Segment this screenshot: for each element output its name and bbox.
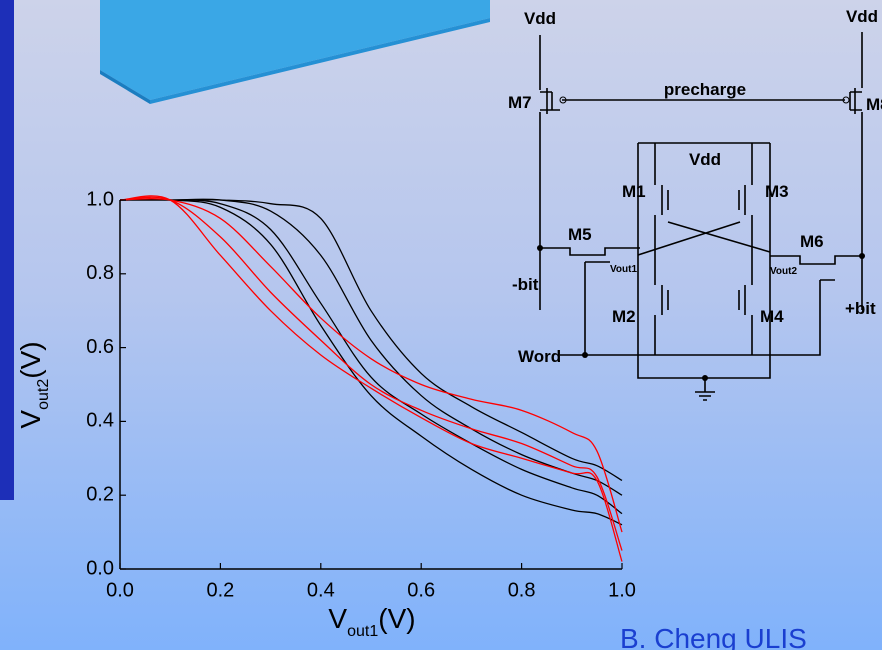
- device-block: [100, 0, 490, 104]
- curve: [119, 199, 623, 515]
- y-tick-label: 1.0: [86, 188, 114, 210]
- x-axis-label-main: V: [328, 603, 347, 634]
- x-tick-label: 0.6: [407, 579, 435, 601]
- wordline-label: Word: [518, 347, 561, 366]
- plot: [119, 195, 623, 562]
- y-tick-label: 0.6: [86, 336, 114, 358]
- x-tick-label: 1.0: [608, 579, 636, 601]
- curve: [119, 198, 623, 526]
- bitline-label: +bit: [845, 299, 876, 318]
- y-tick-label: 0.2: [86, 483, 114, 505]
- x-axis-label-sub: out1: [347, 623, 378, 640]
- node-label: Vout2: [770, 266, 797, 277]
- y-tick-label: 0.0: [86, 557, 114, 579]
- curve: [119, 196, 623, 551]
- y-axis-label-unit: (V): [15, 341, 46, 378]
- transistor-label: M3: [765, 182, 789, 201]
- circuit: Vdd Vdd Vdd precharge M7 M8 M1 M3 M5 M6 …: [508, 7, 882, 401]
- node-label: Vout1: [610, 264, 637, 275]
- transistor-label: M7: [508, 93, 532, 112]
- x-axis-label-unit: (V): [378, 603, 415, 634]
- bitline-label: -bit: [512, 275, 539, 294]
- y-axis-label-main: V: [15, 410, 46, 429]
- curve: [119, 195, 623, 562]
- transistor-label: M1: [622, 182, 646, 201]
- x-axis-label: Vout1(V): [328, 603, 415, 640]
- precharge-label: precharge: [664, 80, 746, 99]
- transistor-label: M4: [760, 307, 784, 326]
- side-bar: [0, 0, 14, 500]
- x-tick-label: 0.2: [206, 579, 234, 601]
- y-tick-label: 0.8: [86, 262, 114, 284]
- transistor-label: M5: [568, 225, 592, 244]
- y-axis-label-sub: out2: [35, 379, 52, 410]
- y-tick-label: 0.4: [86, 410, 114, 432]
- vdd-label: Vdd: [524, 9, 556, 28]
- curve: [119, 197, 623, 533]
- x-tick-label: 0.0: [106, 579, 134, 601]
- curve: [120, 199, 623, 482]
- vdd-label: Vdd: [846, 7, 878, 26]
- transistor-label: M2: [612, 307, 636, 326]
- transistor-label: M6: [800, 232, 824, 251]
- x-tick-label: 0.4: [307, 579, 335, 601]
- y-axis-label: Vout2(V): [15, 341, 52, 428]
- x-tick-label: 0.8: [508, 579, 536, 601]
- credit: B. Cheng ULIS: [620, 623, 807, 650]
- transistor-label: M8: [866, 95, 882, 114]
- vdd-label: Vdd: [689, 150, 721, 169]
